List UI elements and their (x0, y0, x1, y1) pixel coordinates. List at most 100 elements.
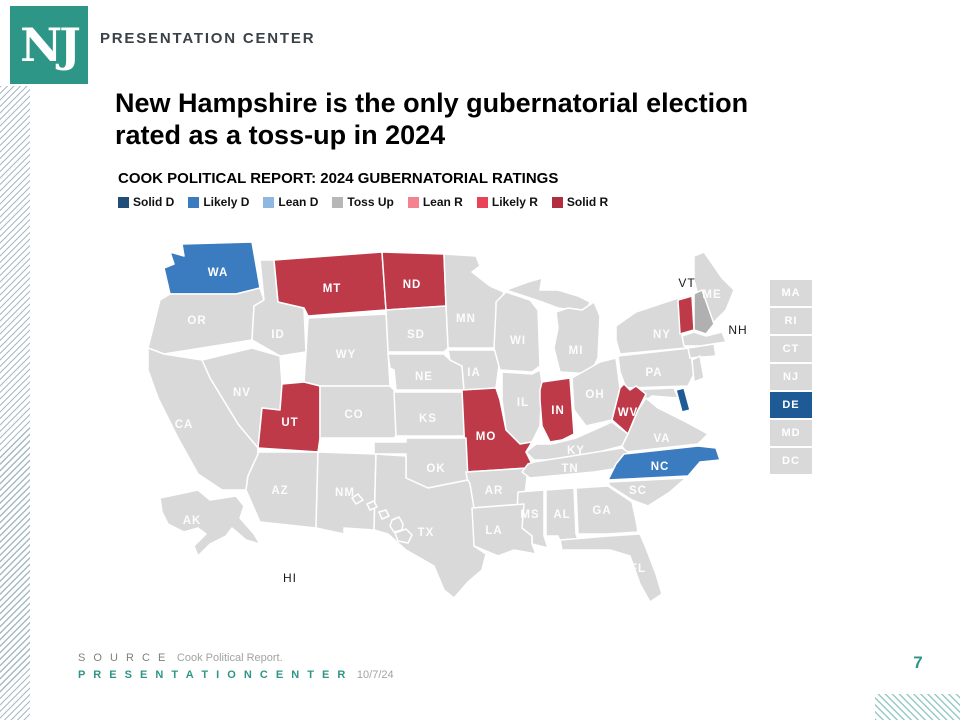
external-state-label-hi: HI (283, 571, 297, 585)
state-vt (677, 295, 695, 335)
legend-swatch (188, 196, 200, 208)
left-hatch-decoration (0, 86, 30, 720)
external-state-label-vt: VT (678, 276, 695, 290)
state-label-sd: SD (407, 329, 425, 341)
state-box-md: MD (770, 420, 812, 446)
state-ctri (687, 343, 717, 359)
brand-title: PRESENTATION CENTER (100, 30, 316, 47)
state-label-sc: SC (629, 485, 647, 497)
state-label-nv: NV (233, 387, 251, 399)
state-hi (366, 500, 378, 511)
state-box-label: MD (781, 427, 801, 439)
state-label-wa: WA (208, 267, 229, 279)
state-box-ct: CT (770, 336, 812, 362)
state-ga (575, 485, 639, 535)
state-label-nd: ND (403, 279, 422, 291)
legend-label: Solid D (133, 195, 175, 209)
state-box-label: DE (782, 399, 800, 411)
state-label-co: CO (344, 409, 363, 421)
state-va (621, 397, 709, 453)
state-label-wy: WY (336, 349, 357, 361)
legend-item-toss-up: Toss Up (332, 195, 394, 209)
state-label-il: IL (517, 397, 529, 409)
legend-swatch (332, 196, 344, 208)
source-text: Cook Political Report. (176, 652, 283, 664)
page-number: 7 (913, 653, 923, 672)
slide-title-line2: rated as a toss-up in 2024 (115, 119, 446, 150)
legend-swatch (263, 196, 275, 208)
state-hi (389, 516, 404, 533)
source-line: S O U R C E Cook Political Report. (78, 652, 283, 664)
legend-item-lean-r: Lean R (407, 195, 463, 209)
state-label-ut: UT (281, 417, 298, 429)
ratings-legend: Solid D Likely D Lean D Toss Up Lean R Likely… (118, 195, 608, 209)
state-label-al: AL (553, 509, 570, 521)
state-box-ri: RI (770, 308, 812, 334)
state-az (245, 451, 319, 529)
chart-heading: COOK POLITICAL REPORT: 2024 GUBERNATORIA… (118, 170, 559, 187)
state-in (539, 377, 575, 443)
legend-label: Solid R (566, 195, 609, 209)
state-label-ne: NE (415, 371, 433, 383)
state-ma (681, 331, 727, 347)
state-label-wv: WV (618, 407, 639, 419)
source-label: S O U R C E (78, 652, 168, 664)
state-or (147, 287, 265, 355)
nj-logo-text: NJ (20, 18, 81, 72)
legend-item-lean-d: Lean D (263, 195, 318, 209)
state-label-va: VA (653, 433, 670, 445)
legend-item-solid-r: Solid R (551, 195, 609, 209)
state-label-ak: AK (183, 515, 202, 527)
state-de (675, 387, 691, 413)
state-label-mn: MN (456, 313, 476, 325)
state-box-dc: DC (770, 448, 812, 474)
state-nh (693, 289, 715, 335)
legend-item-likely-r: Likely R (476, 195, 538, 209)
legend-swatch (551, 196, 563, 208)
state-label-oh: OH (585, 389, 604, 401)
state-label-ia: IA (467, 367, 481, 379)
state-label-in: IN (551, 405, 565, 417)
slide-title-line1: New Hampshire is the only gubernatorial … (115, 88, 749, 118)
nj-logo: NJ (10, 6, 88, 84)
state-label-ga: GA (592, 505, 611, 517)
state-label-pa: PA (645, 367, 662, 379)
state-tx (373, 453, 487, 599)
legend-label: Lean R (422, 195, 463, 209)
state-tn (521, 447, 629, 479)
state-nc (607, 445, 721, 481)
state-label-ks: KS (419, 413, 437, 425)
state-la (471, 503, 537, 557)
state-label-tn: TN (561, 463, 578, 475)
state-label-ar: AR (485, 485, 504, 497)
state-wi (493, 291, 541, 373)
state-hi (351, 493, 364, 505)
legend-label: Lean D (278, 195, 319, 209)
legend-item-likely-d: Likely D (188, 195, 249, 209)
state-box-label: DC (782, 455, 800, 467)
state-label-ny: NY (653, 329, 671, 341)
state-label-nm: NM (335, 487, 355, 499)
legend-swatch (118, 196, 129, 208)
external-state-label-nh: NH (728, 323, 747, 337)
state-label-tx: TX (418, 527, 435, 539)
state-box-nj: NJ (770, 364, 812, 390)
state-box-de: DE (770, 392, 812, 418)
corner-hatch-decoration (875, 694, 960, 720)
state-label-mi: MI (569, 345, 584, 357)
state-label-ca: CA (175, 419, 194, 431)
state-box-label: CT (782, 343, 800, 355)
slide-title: New Hampshire is the only gubernatorial … (115, 88, 875, 151)
state-box-ma: MA (770, 280, 812, 306)
footer-brand: P R E S E N T A T I O N C E N T E R (78, 669, 348, 681)
presentation-center-line: P R E S E N T A T I O N C E N T E R 10/7… (78, 669, 394, 681)
state-label-ky: KY (567, 445, 585, 457)
northeast-state-boxes: MA RI CT NJ DE MD DC (770, 280, 812, 476)
state-box-label: MA (781, 287, 801, 299)
state-ak (159, 489, 261, 557)
state-il (501, 369, 543, 445)
state-nj (691, 355, 705, 383)
legend-label: Toss Up (347, 195, 394, 209)
state-mi (553, 301, 601, 375)
